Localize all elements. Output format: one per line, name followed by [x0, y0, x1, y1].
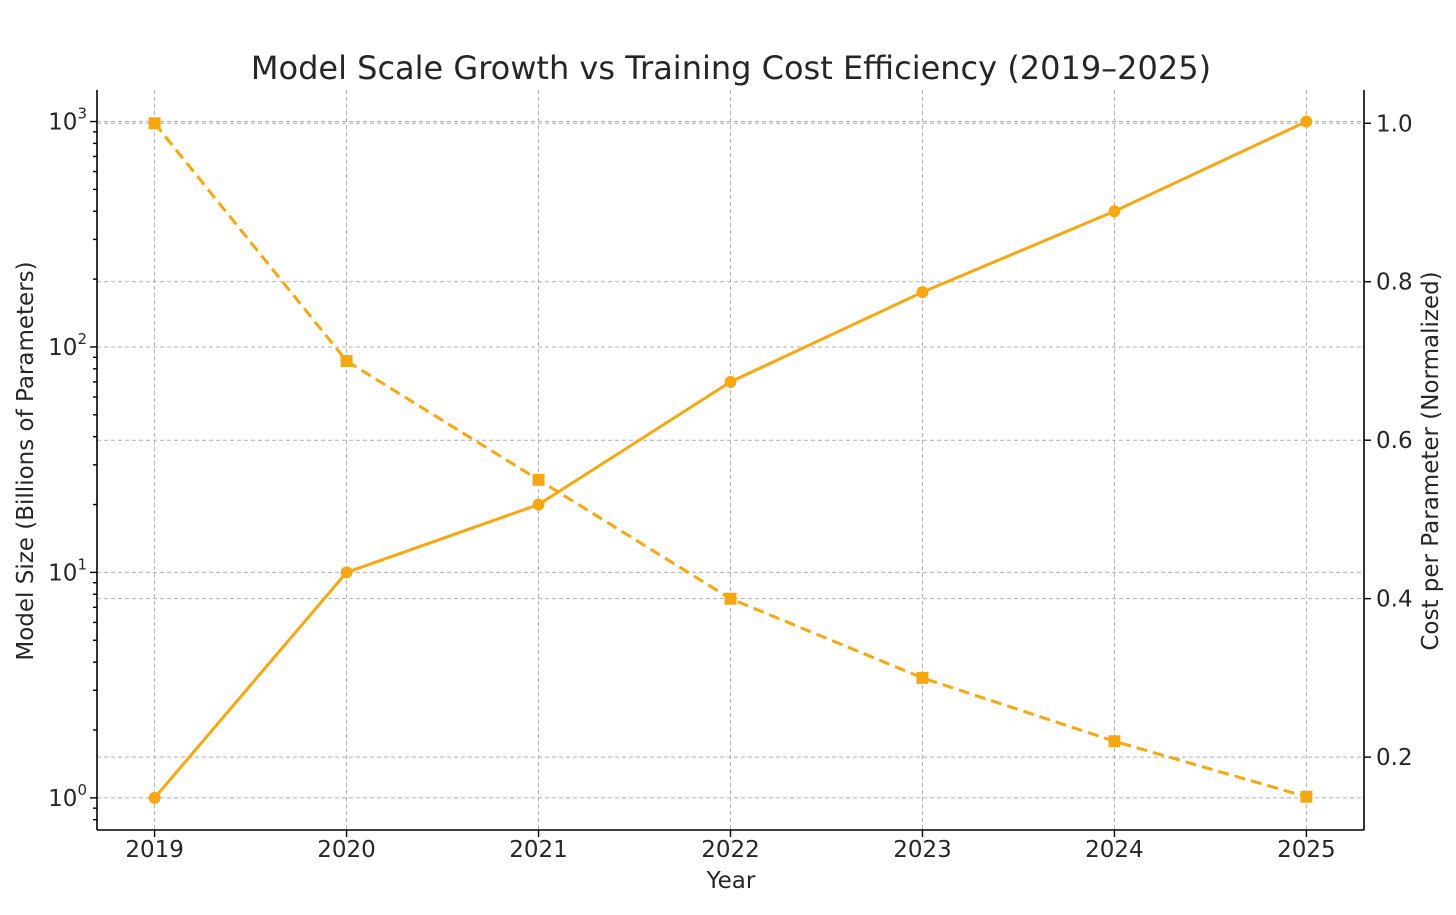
x-tick-label: 2024 — [1085, 837, 1144, 863]
cost-per-parameter-point — [340, 354, 353, 367]
x-axis-label: Year — [706, 868, 756, 894]
x-tick-label: 2020 — [317, 837, 376, 863]
model-size-point — [916, 286, 929, 299]
cost-per-parameter-point — [724, 592, 737, 605]
cost-per-parameter-point — [1300, 790, 1313, 803]
grid-lines — [97, 90, 1364, 830]
right-y-tick-label: 0.8 — [1376, 270, 1413, 296]
x-tick-label: 2022 — [701, 837, 760, 863]
tick-base: 10 — [48, 110, 77, 136]
left-y-tick-label: 102 — [48, 330, 87, 361]
model-size-point — [532, 498, 545, 511]
left-y-tick-label: 100 — [48, 781, 87, 812]
tick-base: 10 — [48, 560, 77, 586]
cost-per-parameter-point — [916, 671, 929, 684]
cost-per-parameter-point — [148, 117, 161, 130]
right-y-axis-label: Cost per Parameter (Normalized) — [1418, 271, 1444, 650]
model-size-point — [1300, 115, 1313, 128]
tick-exponent: 1 — [77, 555, 87, 573]
model-size-point — [724, 375, 737, 388]
axes: 2019 2020 2021 2022 2023 2024 2025100101102103… — [48, 90, 1413, 863]
tick-exponent: 0 — [77, 781, 87, 799]
tick-base: 10 — [48, 335, 77, 361]
series-layer — [148, 115, 1313, 804]
tick-exponent: 2 — [77, 330, 87, 348]
x-tick-label: 2025 — [1277, 837, 1336, 863]
left-y-tick-label: 103 — [48, 105, 87, 136]
right-y-tick-label: 0.2 — [1376, 745, 1413, 771]
right-y-tick-label: 0.4 — [1376, 587, 1413, 613]
x-tick-label: 2019 — [125, 837, 184, 863]
x-tick-label: 2021 — [509, 837, 568, 863]
tick-exponent: 3 — [77, 105, 87, 123]
chart-title: Model Scale Growth vs Training Cost Effi… — [251, 49, 1211, 87]
model-size-line — [153, 120, 1308, 799]
model-size-point — [340, 566, 353, 579]
left-y-tick-label: 101 — [48, 555, 87, 586]
right-y-tick-label: 1.0 — [1376, 111, 1413, 137]
cost-per-parameter-point — [532, 473, 545, 486]
cost-per-parameter-point — [1108, 735, 1121, 748]
left-y-axis-label: Model Size (Billions of Parameters) — [13, 261, 39, 660]
model-size-point — [1108, 205, 1121, 218]
x-tick-label: 2023 — [893, 837, 952, 863]
right-y-tick-label: 0.6 — [1376, 428, 1413, 454]
model-size-point — [148, 791, 161, 804]
tick-base: 10 — [48, 786, 77, 812]
